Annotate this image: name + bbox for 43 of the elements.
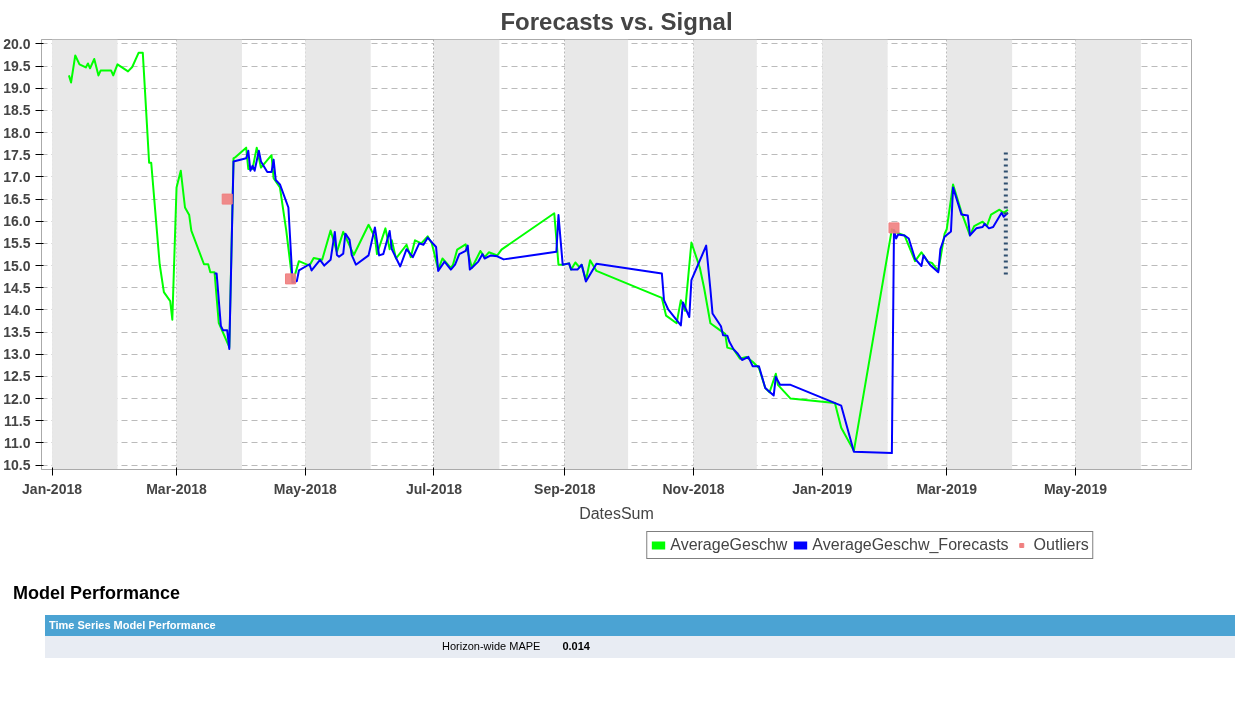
legend-label: AverageGeschw_Forecasts: [812, 536, 1009, 554]
y-tick-label: 14.5: [3, 279, 31, 296]
x-tick-label: May-2018: [273, 480, 337, 497]
text: Model Performance: [13, 582, 182, 605]
legend-label: Outliers: [1033, 536, 1089, 554]
y-tick-label: 14.0: [3, 301, 31, 318]
x-tick-label: Jul-2018: [405, 480, 463, 497]
legend-label: AverageGeschw: [670, 536, 788, 554]
y-tick-label: 19.5: [3, 58, 31, 75]
x-tick-label: Jan-2018: [22, 480, 83, 497]
point: [888, 222, 900, 234]
x-tick-label: Mar-2019: [916, 480, 978, 497]
y-tick-label: 20.0: [3, 35, 31, 52]
y-tick-label: 12.5: [3, 368, 31, 385]
text: Time Series Model Performance: [45, 614, 1235, 637]
point: [284, 273, 296, 285]
y-tick-label: 16.5: [3, 191, 31, 208]
x-tick-label: Sep-2018: [534, 480, 596, 497]
y-tick-label: 10.5: [3, 457, 31, 474]
y-tick-label: 13.5: [3, 324, 31, 341]
y-tick-label: 17.0: [3, 168, 31, 185]
x-tick-label: Jan-2019: [792, 480, 853, 497]
y-tick-label: 17.5: [3, 146, 31, 163]
y-tick-label: 15.5: [3, 235, 31, 252]
y-tick-label: 12.0: [3, 390, 31, 407]
x-tick-label: May-2019: [1043, 480, 1108, 497]
point: [221, 193, 233, 205]
chart-title: Forecasts vs. Signal: [500, 7, 733, 35]
x-tick-label: Nov-2018: [662, 480, 725, 497]
y-tick-label: 13.0: [3, 346, 31, 363]
y-tick-label: 18.0: [3, 124, 31, 141]
y-tick-label: 18.5: [3, 102, 31, 119]
line-series: [67, 51, 1009, 452]
y-tick-label: 16.0: [3, 213, 31, 230]
text: 0.014: [562, 639, 590, 655]
y-tick-label: 11.5: [4, 412, 31, 429]
y-tick-label: 11.0: [4, 434, 31, 451]
x-axis-title: DatesSum: [579, 504, 654, 522]
y-tick-label: 15.0: [3, 257, 31, 274]
line-series: [213, 149, 1009, 455]
x-tick-label: Mar-2018: [146, 480, 208, 497]
y-tick-label: 19.0: [3, 80, 31, 97]
text: Horizon-wide MAPE: [442, 639, 541, 655]
